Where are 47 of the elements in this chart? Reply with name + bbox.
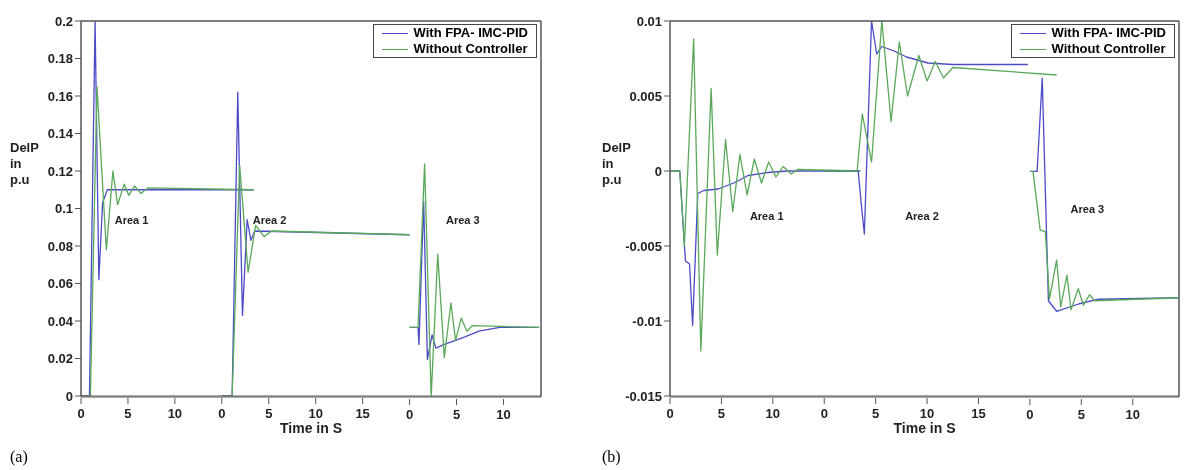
y-axis-title: DelP in p.u [602,140,632,187]
annotation: Area 3 [1070,203,1105,215]
x-tick-label: 10 [496,407,511,422]
y-tick-label: -0.015 [625,388,662,404]
y-tick-label: 0.005 [629,88,662,104]
y-tick-label: 0.2 [54,13,73,29]
annotation: Area 2 [252,213,287,226]
text: (a) [10,448,28,466]
y-axis-title: DelP in p.u [10,140,40,187]
x-tick-label: 5 [124,406,132,421]
y-tick-label: -0.005 [625,238,662,254]
legend-label: With FPA- IMC-PID [413,25,528,41]
x-tick-label: 0 [1026,407,1034,422]
text: (b) [602,448,621,466]
x-axis-title: Time in S [280,420,342,436]
y-tick-label: 0 [65,388,73,404]
legend-label: With FPA- IMC-PID [1051,25,1166,41]
x-tick-label: 5 [452,407,461,422]
y-tick-label: 0.08 [47,238,73,254]
x-axis-title: Time in S [893,420,956,436]
y-tick-label: -0.01 [632,313,662,329]
annotation: Area 1 [114,213,149,226]
x-tick-label: 10 [167,406,183,421]
y-tick-label: 0.14 [47,126,74,142]
x-tick-label: 5 [1077,407,1085,422]
y-tick-label: 0.04 [47,313,74,329]
annotation: Area 1 [749,210,784,222]
x2-tick-label: 15 [971,406,986,421]
x2-tick-label: 15 [355,406,370,421]
x-tick-label: 5 [717,406,726,421]
y-tick-label: 0.1 [54,201,73,217]
y-tick-label: 0.02 [47,351,73,367]
x-tick-label: 0 [666,406,674,421]
y-tick-label: 0.16 [47,88,73,104]
y-tick-label: 0.18 [47,51,73,67]
x-tick-label: 0 [405,407,414,422]
x-tick-label: 0 [77,406,85,421]
y-tick-label: 0 [654,163,662,179]
y-tick-label: 0.12 [47,163,73,179]
annotation: Area 2 [905,210,939,222]
y-tick-label: 0.06 [47,276,73,292]
x-tick-label: 10 [1125,407,1140,422]
legend-label: Without Controller [413,41,528,57]
y-tick-label: 0.01 [636,13,662,29]
legend-label: Without Controller [1051,41,1166,57]
x-tick-label: 10 [765,406,781,421]
annotation: Area 3 [445,214,480,227]
